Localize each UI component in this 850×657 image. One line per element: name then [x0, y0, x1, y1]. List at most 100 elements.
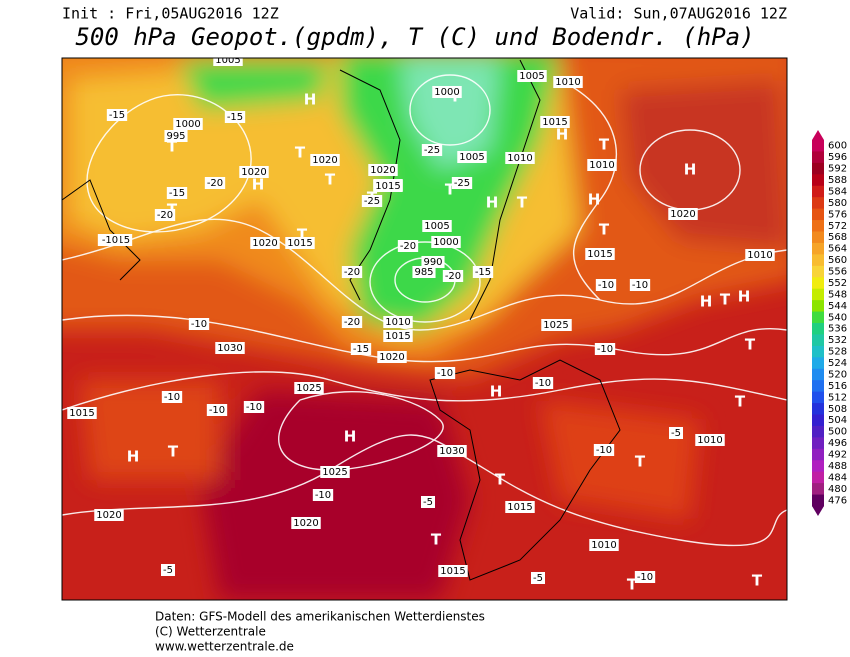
pressure-center: H: [700, 293, 713, 311]
isobar-label: 1025: [320, 466, 350, 478]
label-box: [310, 154, 340, 166]
color-swatch: [812, 220, 824, 232]
color-swatch: [812, 403, 824, 415]
isobar-label: 1010: [383, 316, 413, 328]
isobar-label: 1010: [505, 152, 535, 164]
pressure-center: H: [127, 448, 140, 466]
pressure-center: H: [738, 288, 751, 306]
label-box: [204, 177, 226, 189]
isobar-label: 1020: [310, 154, 340, 166]
legend-label: 580: [828, 198, 847, 209]
label-box: [505, 501, 535, 513]
label-box: [239, 166, 269, 178]
temperature-label: -25: [361, 195, 383, 207]
label-box: [553, 76, 583, 88]
pressure-center: T: [635, 453, 646, 471]
label-box: [397, 240, 419, 252]
label-box: [320, 466, 350, 478]
isobar-label: 1020: [239, 166, 269, 178]
label-box: [531, 572, 545, 584]
isobar-label: 1020: [668, 208, 698, 220]
map-title: 500 hPa Geopot.(gpdm), T (C) und Bodendr…: [75, 23, 754, 51]
pressure-center: T: [295, 144, 306, 162]
color-swatch: [812, 208, 824, 221]
isobar-label: 1015: [285, 237, 315, 249]
temperature-label: -15: [106, 109, 128, 121]
color-swatch: [812, 460, 824, 473]
isobar-label: 1020: [368, 164, 398, 176]
footer-line: (C) Wetterzentrale: [155, 625, 266, 639]
legend-label: 552: [828, 278, 847, 289]
temperature-label: -15: [472, 266, 494, 278]
isobar-label-text: 1030: [217, 343, 242, 354]
pressure-center: H: [588, 191, 601, 209]
temperature-label: -10: [312, 489, 334, 501]
label-box: [587, 159, 617, 171]
isobar-label: 1010: [745, 249, 775, 261]
temperature-label-text: -15: [475, 267, 491, 278]
pressure-center: T: [745, 336, 756, 354]
color-swatch: [812, 162, 824, 175]
isobar-label-text: 1015: [440, 566, 465, 577]
pressure-center: H: [684, 161, 697, 179]
color-swatch: [812, 345, 824, 358]
isobar-label: 1015: [438, 565, 468, 577]
temperature-label: -20: [154, 209, 176, 221]
temperature-label: -10: [434, 367, 456, 379]
isobar-label-text: 1010: [697, 435, 722, 446]
legend-label: 476: [828, 495, 847, 506]
isobar-label: 995: [164, 130, 188, 142]
temperature-label: -10: [161, 391, 183, 403]
pressure-center: H: [252, 176, 265, 194]
temperature-label: -10: [634, 571, 656, 583]
label-box: [745, 249, 775, 261]
isobar-label-text: 1025: [322, 467, 347, 478]
label-box: [421, 256, 445, 268]
temperature-label-text: -20: [344, 317, 360, 328]
legend-label: 600: [828, 141, 847, 152]
temperature-label: -10: [243, 401, 265, 413]
label-box: [431, 236, 461, 248]
color-swatch: [812, 448, 824, 461]
isobar-label: 1015: [585, 248, 615, 260]
isobar-label-text: 1020: [241, 167, 266, 178]
color-swatch: [812, 414, 824, 427]
isobar-label-text: 1015: [507, 502, 532, 513]
isobar-label-text: 1025: [296, 383, 321, 394]
legend-label: 492: [828, 450, 847, 461]
isobar-label-text: 1015: [385, 331, 410, 342]
temperature-label-text: -20: [445, 271, 461, 282]
temperature-label-text: -5: [423, 497, 433, 508]
isobar-label-text: 995: [166, 131, 185, 142]
isobar-label-text: 1020: [379, 352, 404, 363]
temperature-label-text: -20: [344, 267, 360, 278]
label-box: [442, 270, 464, 282]
temperature-label: -5: [669, 427, 683, 439]
isobar-label: 1000: [431, 236, 461, 248]
color-swatch: [812, 380, 824, 393]
label-box: [594, 343, 616, 355]
legend-label: 568: [828, 232, 847, 243]
label-box: [161, 564, 175, 576]
legend-label: 512: [828, 392, 847, 403]
label-box: [164, 130, 188, 142]
temperature-label: -25: [421, 144, 443, 156]
label-box: [294, 382, 324, 394]
temperature-label: -10: [532, 377, 554, 389]
label-box: [437, 445, 467, 457]
legend-label: 504: [828, 415, 847, 426]
label-box: [341, 316, 363, 328]
temperature-label-text: -15: [169, 188, 185, 199]
isobar-label-text: 1005: [459, 152, 484, 163]
color-swatch: [812, 197, 824, 210]
pressure-center: T: [735, 393, 746, 411]
pressure-center: T: [599, 221, 610, 239]
pressure-center: H: [304, 91, 317, 109]
legend-label: 596: [828, 152, 847, 163]
label-box: [166, 187, 188, 199]
isobar-label: 1005: [517, 70, 547, 82]
label-box: [99, 234, 121, 246]
label-box: [224, 111, 246, 123]
legend-label: 496: [828, 438, 847, 449]
pressure-center: T: [168, 443, 179, 461]
